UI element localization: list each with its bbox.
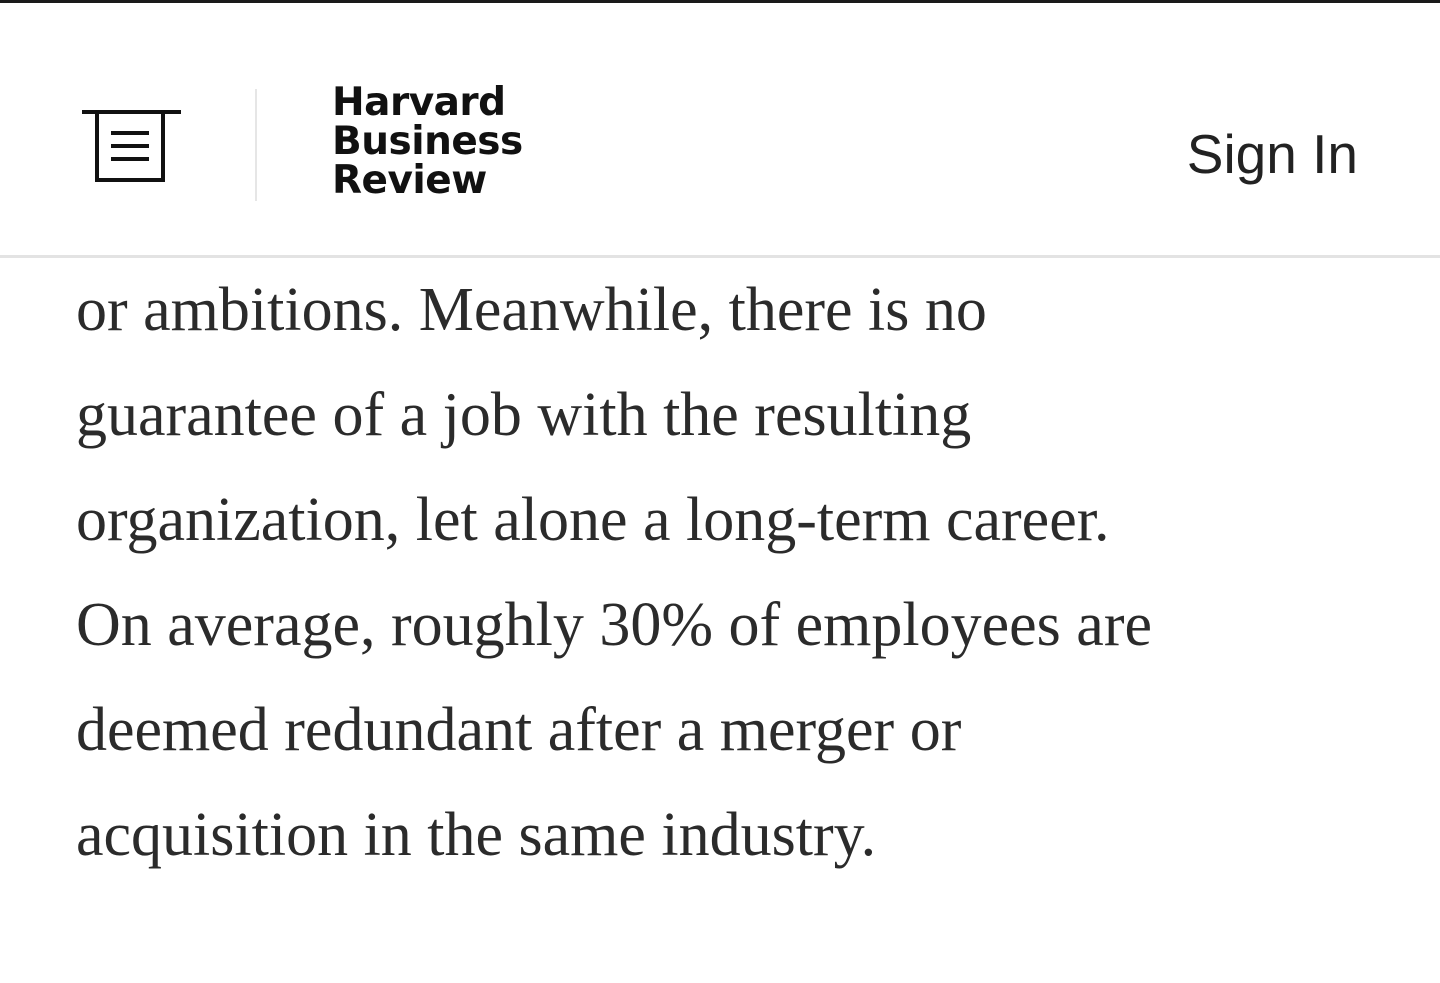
article-text-line: organization, let alone a long-term care… (76, 486, 1110, 554)
logo-line-harvard: Harvard (332, 80, 506, 125)
sign-in-link[interactable]: Sign In (1186, 123, 1358, 185)
header-divider (255, 89, 257, 201)
logo-line-review: Review (332, 158, 487, 203)
header-bottom-rule (0, 255, 1440, 258)
logo-line-business: Business (332, 119, 523, 164)
article-text-line: guarantee of a job with the resulting (76, 381, 972, 449)
hbr-logo[interactable]: Harvard Business Review (332, 83, 523, 200)
menu-icon (82, 110, 181, 182)
article-text-line: acquisition in the same industry. (76, 801, 877, 869)
top-rule (0, 0, 1440, 3)
menu-button[interactable] (82, 107, 182, 183)
site-header: Harvard Business Review Sign In (0, 3, 1440, 255)
article-text-line: deemed redundant after a merger or (76, 696, 962, 764)
article-text-line: or ambitions. Meanwhile, there is no (76, 276, 987, 344)
article-text-line: On average, roughly 30% of employees are (76, 591, 1152, 659)
article-body: or ambitions. Meanwhile, there is no gua… (76, 258, 1376, 888)
